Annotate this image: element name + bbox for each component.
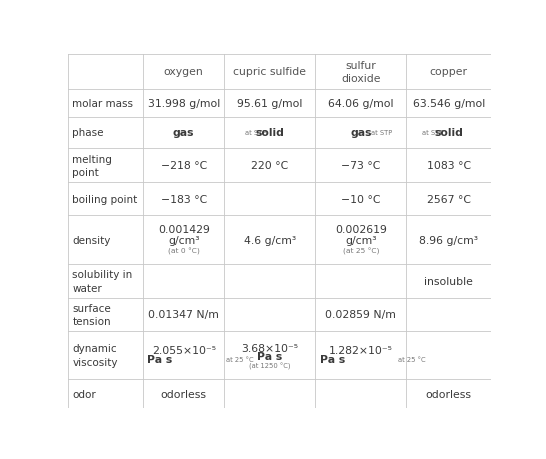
Text: −73 °C: −73 °C xyxy=(341,161,381,171)
Text: solubility in
water: solubility in water xyxy=(73,270,133,293)
Text: at 25 °C: at 25 °C xyxy=(398,357,425,363)
Text: melting
point: melting point xyxy=(73,154,112,178)
Text: (at 0 °C): (at 0 °C) xyxy=(168,247,200,254)
Text: 220 °C: 220 °C xyxy=(251,161,288,171)
Text: 0.01347 N/m: 0.01347 N/m xyxy=(149,309,219,319)
Text: 2567 °C: 2567 °C xyxy=(427,195,471,204)
Text: (at 25 °C): (at 25 °C) xyxy=(342,247,379,254)
Text: Pa s: Pa s xyxy=(319,355,345,364)
Text: insoluble: insoluble xyxy=(424,276,473,286)
Text: −10 °C: −10 °C xyxy=(341,195,381,204)
Text: gas: gas xyxy=(350,128,371,138)
Text: −218 °C: −218 °C xyxy=(161,161,207,171)
Text: (at 1250 °C): (at 1250 °C) xyxy=(249,362,290,369)
Text: oxygen: oxygen xyxy=(164,67,204,77)
Text: phase: phase xyxy=(73,128,104,138)
Text: 2.055×10⁻⁵: 2.055×10⁻⁵ xyxy=(152,345,216,355)
Text: at STP: at STP xyxy=(371,130,392,136)
Text: 1.282×10⁻⁵: 1.282×10⁻⁵ xyxy=(329,345,393,355)
Text: gas: gas xyxy=(173,128,194,138)
Text: cupric sulfide: cupric sulfide xyxy=(233,67,306,77)
Text: 3.68×10⁻⁵: 3.68×10⁻⁵ xyxy=(241,343,298,353)
Text: −183 °C: −183 °C xyxy=(161,195,207,204)
Text: at 25 °C: at 25 °C xyxy=(225,357,253,363)
Text: 95.61 g/mol: 95.61 g/mol xyxy=(237,99,302,108)
Text: surface
tension: surface tension xyxy=(73,303,111,326)
Text: at STP: at STP xyxy=(245,130,266,136)
Text: odorless: odorless xyxy=(161,389,207,399)
Text: odorless: odorless xyxy=(426,389,472,399)
Text: 1083 °C: 1083 °C xyxy=(427,161,471,171)
Text: 0.001429: 0.001429 xyxy=(158,224,210,235)
Text: 64.06 g/mol: 64.06 g/mol xyxy=(328,99,394,108)
Text: density: density xyxy=(73,235,111,245)
Text: at STP: at STP xyxy=(422,130,443,136)
Text: 31.998 g/mol: 31.998 g/mol xyxy=(147,99,220,108)
Text: Pa s: Pa s xyxy=(147,355,173,364)
Text: odor: odor xyxy=(73,389,96,399)
Text: copper: copper xyxy=(430,67,468,77)
Text: 8.96 g/cm³: 8.96 g/cm³ xyxy=(419,235,478,245)
Text: 4.6 g/cm³: 4.6 g/cm³ xyxy=(244,235,296,245)
Text: molar mass: molar mass xyxy=(73,99,133,108)
Text: solid: solid xyxy=(435,128,463,138)
Text: solid: solid xyxy=(256,128,284,138)
Text: 63.546 g/mol: 63.546 g/mol xyxy=(413,99,485,108)
Text: 0.02859 N/m: 0.02859 N/m xyxy=(325,309,396,319)
Text: boiling point: boiling point xyxy=(73,195,138,204)
Text: 0.002619: 0.002619 xyxy=(335,224,387,235)
Text: g/cm³: g/cm³ xyxy=(345,235,377,245)
Text: g/cm³: g/cm³ xyxy=(168,235,199,245)
Text: dynamic
viscosity: dynamic viscosity xyxy=(73,344,118,367)
Text: Pa s: Pa s xyxy=(257,352,282,362)
Text: sulfur
dioxide: sulfur dioxide xyxy=(341,61,381,84)
